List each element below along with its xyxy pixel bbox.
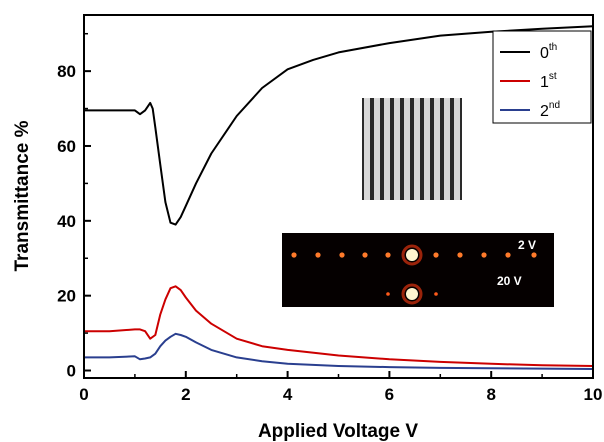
diffraction-spots-bottom	[386, 283, 438, 305]
inset-label-20v: 20 V	[497, 274, 522, 288]
y-tick-label: 80	[57, 62, 76, 81]
diffraction-spots-top	[291, 244, 537, 266]
diffraction-spot-glow	[401, 283, 423, 305]
diffraction-spot	[406, 288, 418, 300]
grating-stripe	[454, 98, 460, 200]
x-tick-label: 0	[79, 385, 88, 404]
y-tick-label: 40	[57, 212, 76, 231]
series-line-1	[84, 285, 594, 367]
diffraction-spot	[406, 249, 418, 261]
diffraction-spot	[291, 252, 297, 258]
x-tick-label: 4	[283, 385, 293, 404]
diffraction-spot	[339, 252, 345, 258]
legend-box	[492, 30, 592, 124]
grating-stripe	[414, 98, 420, 200]
legend-label-1: 1st	[540, 71, 557, 91]
diffraction-spot	[385, 252, 391, 258]
legend-label-2: 2nd	[540, 100, 560, 120]
diffraction-spot	[505, 252, 511, 258]
grating-stripe	[404, 98, 410, 200]
grating-stripes	[364, 98, 460, 200]
diffraction-inset: 2 V 20 V	[282, 233, 554, 307]
x-tick-label: 10	[584, 385, 603, 404]
y-axis-title: Transmittance %	[12, 120, 33, 271]
series-line-2	[84, 332, 594, 370]
diffraction-spot	[481, 252, 487, 258]
series-line-0	[84, 25, 594, 226]
legend-label-0: 0th	[540, 42, 557, 62]
diffraction-spot	[434, 292, 438, 296]
y-tick-label: 20	[57, 287, 76, 306]
grating-stripe	[364, 98, 370, 200]
legend: 0th 1st 2nd	[492, 30, 592, 124]
grating-stripe	[384, 98, 390, 200]
grating-inset	[362, 98, 462, 200]
grating-stripe	[434, 98, 440, 200]
x-axis-title: Applied Voltage V	[258, 421, 418, 442]
x-tick-label: 8	[486, 385, 495, 404]
grating-stripe	[394, 98, 400, 200]
inset-label-2v: 2 V	[518, 238, 536, 252]
tick-layer: 0 2 4 6 8 10 0 20 40 60 80	[57, 32, 603, 404]
diffraction-inset-frame	[282, 233, 554, 307]
y-tick-label: 60	[57, 137, 76, 156]
grating-stripe	[424, 98, 430, 200]
diffraction-spot	[315, 252, 321, 258]
diffraction-spot	[457, 252, 463, 258]
diffraction-spot	[531, 252, 537, 258]
y-tick-label: 0	[67, 362, 76, 381]
legend-items: 0th 1st 2nd	[500, 42, 560, 120]
diffraction-spot	[433, 252, 439, 258]
grating-stripe	[444, 98, 450, 200]
diffraction-spot	[386, 292, 390, 296]
x-tick-label: 2	[181, 385, 190, 404]
grating-stripe	[374, 98, 380, 200]
x-tick-label: 6	[385, 385, 394, 404]
series-layer	[84, 25, 594, 370]
diffraction-spot-glow	[401, 244, 423, 266]
diffraction-spot	[362, 252, 368, 258]
